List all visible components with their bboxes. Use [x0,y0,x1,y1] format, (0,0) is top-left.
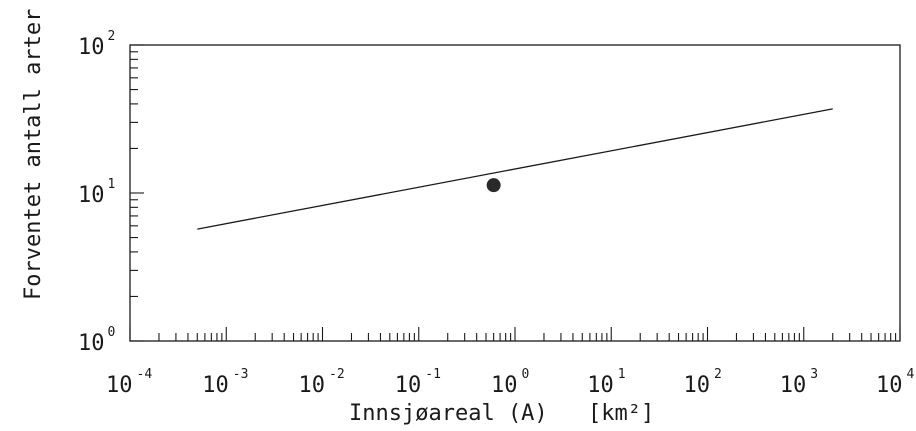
plot-frame [129,44,901,342]
x-tick-label: 10 -4 [106,367,152,398]
x-axis-tick-labels: 10 -4 10 -3 10 -2 10 -1 10 0 10 1 10 2 10 3 10 4 [106,367,915,398]
y-tick-label: 10 0 [78,325,115,356]
y-tick-label: 10 1 [78,177,115,208]
data-series [197,108,833,230]
x-tick-label: 10 2 [684,367,722,398]
x-tick-label: 10 3 [780,367,818,398]
observed-point [486,178,501,193]
x-axis-ticks [129,327,901,341]
x-tick-label: 10 4 [876,367,915,398]
y-axis-label: Forventet antall arter (S) [21,0,46,300]
x-tick-label: 10 -1 [395,367,441,398]
x-axis-label: Innsjøareal (A) [349,401,548,426]
x-tick-label: 10 -2 [299,367,345,398]
x-tick-label: 10 1 [587,367,625,398]
x-tick-label: 10 0 [491,367,529,398]
y-axis-ticks [130,44,144,342]
regression-line [197,108,833,230]
x-axis-unit: [km²] [588,401,654,426]
x-tick-label: 10 -3 [202,367,248,398]
y-tick-label: 10 2 [78,29,115,60]
